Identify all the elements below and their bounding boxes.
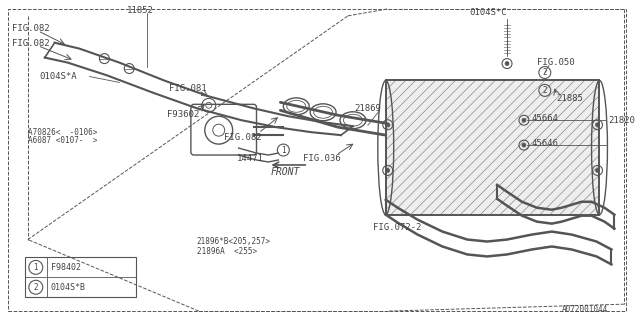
Text: 21820: 21820 [609,116,636,125]
Text: 14471: 14471 [237,154,264,163]
Text: FIG.072-2: FIG.072-2 [373,223,421,232]
Text: 45664: 45664 [532,114,559,123]
Text: 0104S*A: 0104S*A [40,72,77,81]
Circle shape [522,143,526,147]
Text: A6087 <0107-  >: A6087 <0107- > [28,136,97,145]
Text: FIG.082: FIG.082 [12,39,49,48]
Text: 21869: 21869 [354,104,381,113]
Text: 21896*B<205,257>: 21896*B<205,257> [197,237,271,246]
Text: FIG.082: FIG.082 [224,132,261,142]
Text: FIG.050: FIG.050 [537,58,575,67]
Circle shape [505,61,509,66]
Text: 1: 1 [33,263,38,272]
Text: A70826<  -0106>: A70826< -0106> [28,128,97,137]
Circle shape [596,168,600,172]
Text: FIG.082: FIG.082 [12,24,49,33]
Text: 2: 2 [543,68,547,77]
Text: 2: 2 [543,86,547,95]
Text: 2: 2 [33,283,38,292]
Bar [25,257,136,297]
Circle shape [522,118,526,122]
Circle shape [386,123,390,127]
Text: 0104S*C: 0104S*C [469,8,507,17]
Circle shape [386,168,390,172]
Text: 0104S*B: 0104S*B [51,283,86,292]
Circle shape [596,123,600,127]
Bar [386,80,600,215]
Text: 45646: 45646 [532,139,559,148]
Bar [386,80,600,215]
Text: 21885: 21885 [557,94,584,103]
Text: FIG.036: FIG.036 [303,154,341,163]
Text: 11852: 11852 [127,6,154,15]
Text: F93602: F93602 [167,110,199,119]
Text: 21896A  <255>: 21896A <255> [197,247,257,256]
Text: 1: 1 [281,146,285,155]
Text: FRONT: FRONT [271,167,300,177]
Text: A072001044: A072001044 [562,305,608,314]
Text: FIG.081: FIG.081 [169,84,207,93]
Text: F98402: F98402 [51,263,81,272]
